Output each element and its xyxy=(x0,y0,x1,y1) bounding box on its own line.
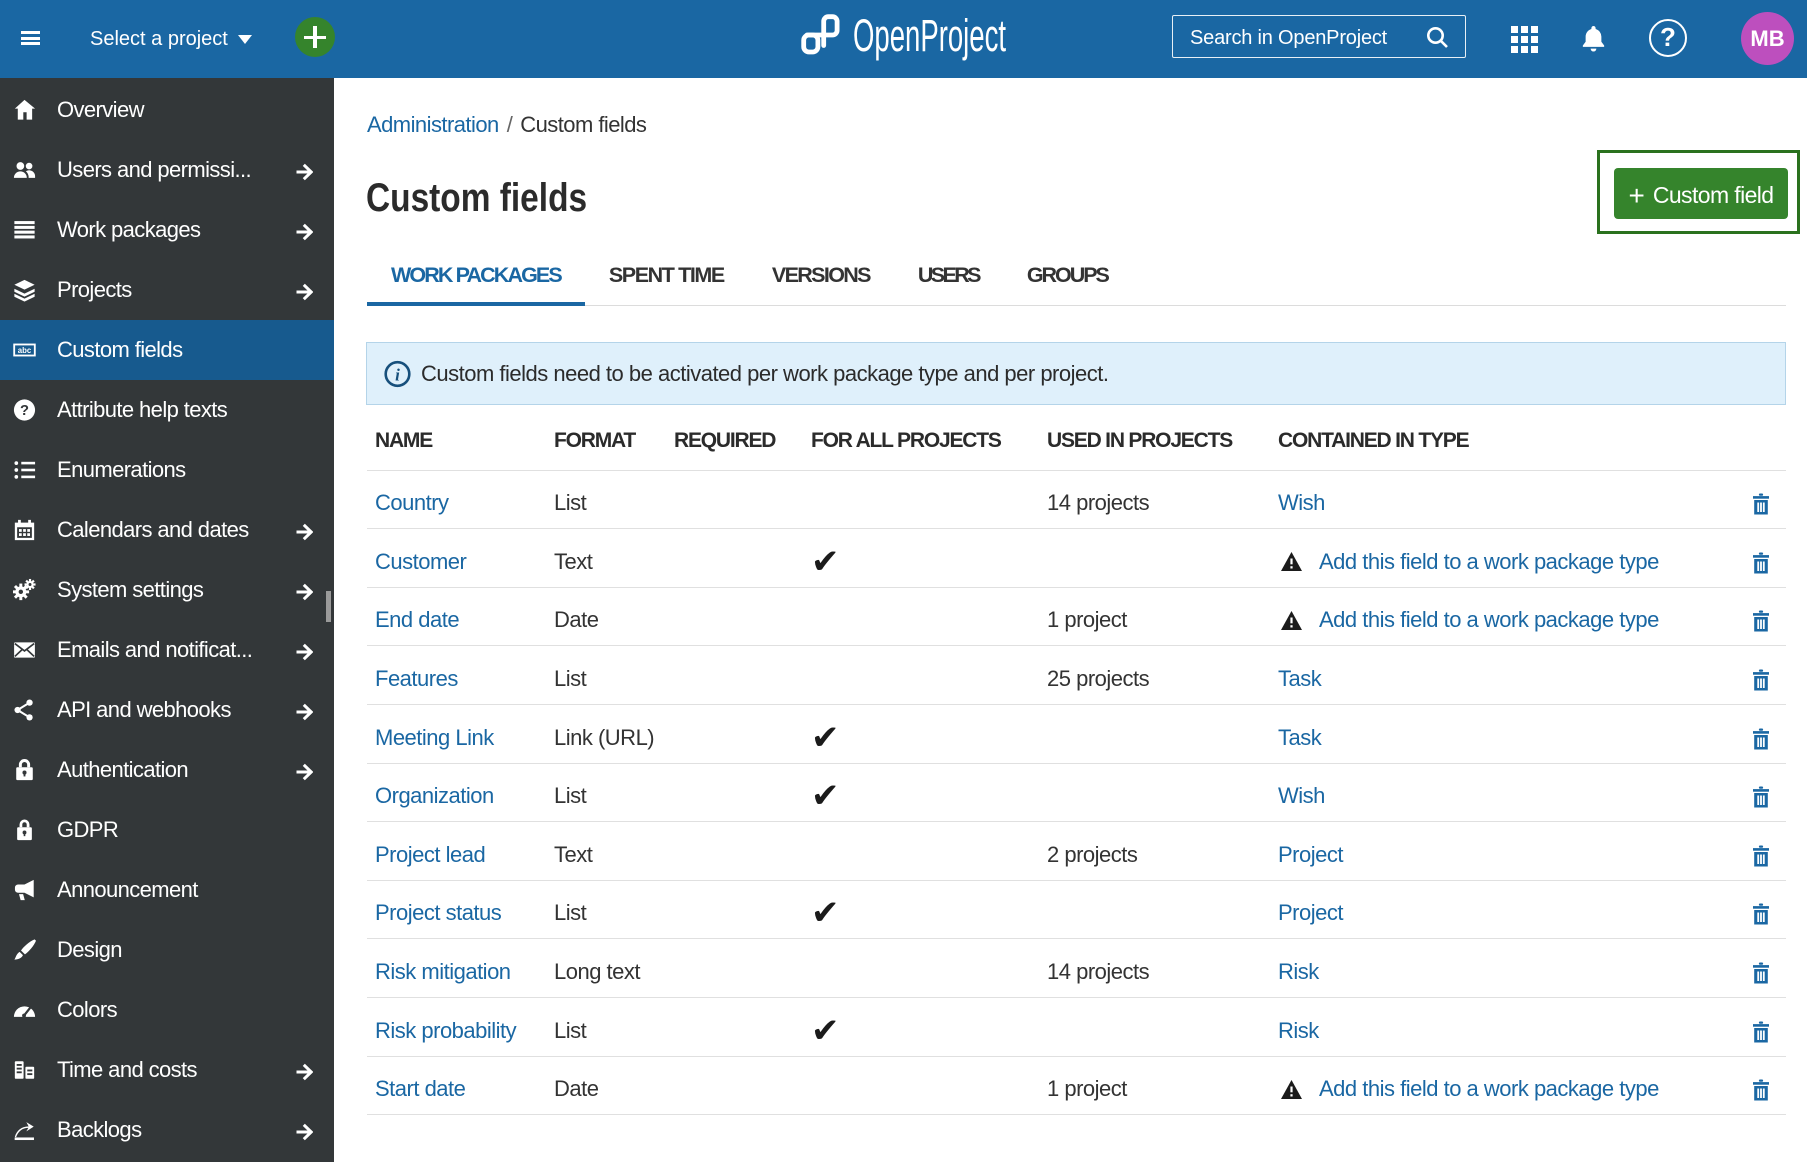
svg-text:i: i xyxy=(395,365,400,384)
svg-text:?: ? xyxy=(20,403,29,419)
svg-text:abc: abc xyxy=(18,346,32,355)
svg-text:OpenProject: OpenProject xyxy=(853,12,1006,61)
